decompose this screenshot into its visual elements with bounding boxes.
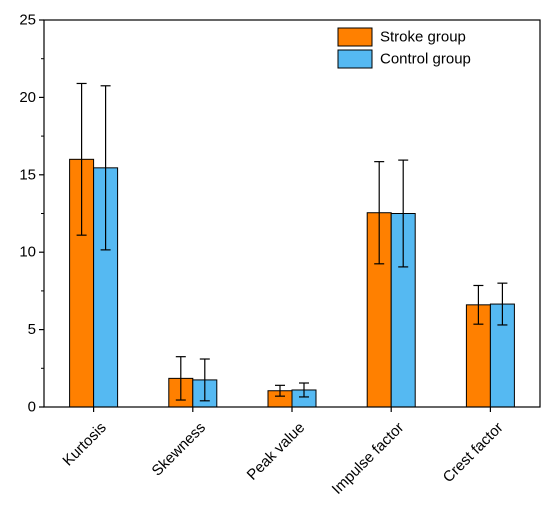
category-labels: Kurtosis Skewness Peak value Impulse factor… — [59, 419, 506, 498]
error-bars-layer — [76, 82, 508, 402]
y-ticks: 0 5 10 15 20 25 — [19, 12, 44, 416]
legend-swatch-control — [337, 49, 373, 69]
y-tick-label-1: 5 — [28, 321, 36, 338]
category-label-2: Peak value — [244, 419, 309, 484]
y-tick-label-3: 15 — [19, 166, 36, 183]
legend-swatch-stroke — [337, 27, 373, 47]
y-tick-label-5: 25 — [19, 12, 36, 29]
axes — [43, 19, 541, 412]
legend: Stroke group Control group — [337, 27, 471, 69]
legend-label-stroke: Stroke group — [380, 29, 466, 46]
category-label-0: Kurtosis — [59, 419, 109, 469]
category-label-3: Impulse factor — [329, 419, 408, 498]
bars-layer — [69, 158, 515, 408]
plot-frame — [43, 19, 541, 408]
category-label-1: Skewness — [149, 419, 209, 479]
legend-label-control: Control group — [380, 51, 471, 68]
y-tick-label-0: 0 — [28, 399, 36, 416]
y-tick-label-2: 10 — [19, 244, 36, 261]
y-tick-label-4: 20 — [19, 89, 36, 106]
category-label-4: Crest factor — [440, 419, 507, 486]
